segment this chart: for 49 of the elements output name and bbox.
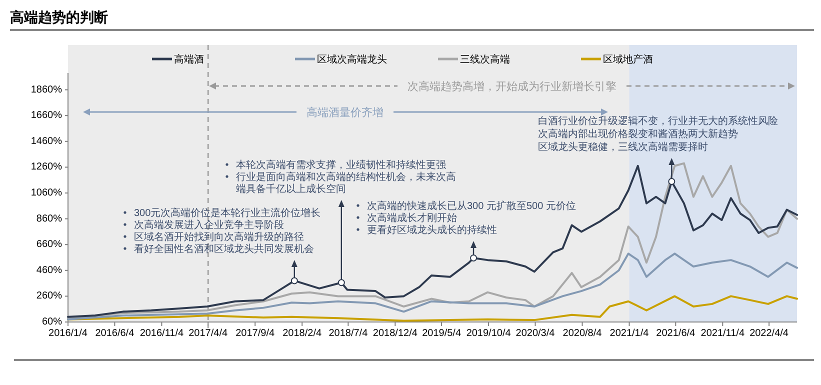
x-tick-label: 2020/8/4 bbox=[562, 328, 602, 339]
annotation: 300元次高端价位是本轮行业主流价位增长 bbox=[134, 207, 321, 219]
x-tick-label: 2017/9/4 bbox=[236, 328, 275, 339]
annotation: 次高端发展进入企业竞争主导阶段 bbox=[134, 219, 284, 231]
y-tick-label: 1860% bbox=[30, 84, 62, 96]
x-tick-label: 2016/6/4 bbox=[95, 328, 135, 339]
annotation: 白酒行业价位升级逻辑不变，行业并无大的系统性风险 bbox=[538, 115, 778, 127]
x-tick-label: 2019/5/4 bbox=[422, 328, 462, 339]
y-tick-label: 1460% bbox=[30, 136, 62, 147]
x-tick-label: 2021/11/4 bbox=[700, 328, 745, 339]
point bbox=[338, 279, 345, 286]
x-tick-label: 2016/1/4 bbox=[48, 328, 88, 339]
annotation: 行业是面向高端和次高端的结构性机会，未来次高端具备千亿以上成长空间 bbox=[236, 171, 456, 195]
x-tick-label: 2020/3/4 bbox=[516, 328, 556, 339]
legend-label: 区域地产酒 bbox=[603, 54, 653, 66]
legend-label: 高端酒 bbox=[174, 54, 204, 66]
x-tick-label: 2018/7/4 bbox=[328, 328, 368, 339]
legend-label: 三线次高端 bbox=[460, 54, 510, 66]
point bbox=[290, 277, 298, 284]
y-tick-label: 260% bbox=[36, 290, 62, 302]
annotation: 本轮次高端有需求支撑，业绩韧性和持续性更强 bbox=[236, 159, 446, 171]
point bbox=[668, 178, 676, 185]
x-tick-label: 2016/11/4 bbox=[140, 328, 184, 339]
legend-label: 区域次高端龙头 bbox=[317, 54, 387, 66]
chart-title: 高端趋势的判断 bbox=[10, 9, 108, 25]
annotation: 区域名酒开始找到向次高端升级的路径 bbox=[134, 231, 304, 243]
annotation: 次高端内部出现价格裂变和酱酒热两大新趋势 bbox=[538, 128, 738, 140]
x-tick-label: 2019/10/4 bbox=[466, 328, 512, 339]
annotation: 次高端成长才刚开始 bbox=[367, 212, 457, 224]
y-tick-label: 1060% bbox=[30, 187, 62, 198]
annotation: 看好全国性名酒和区域龙头共同发展机会 bbox=[134, 243, 314, 255]
y-tick-label: 60% bbox=[42, 316, 62, 328]
y-tick-label: 660% bbox=[36, 239, 62, 250]
x-tick-label: 2021/6/4 bbox=[656, 328, 696, 339]
x-tick-label: 2022/4/4 bbox=[750, 328, 789, 339]
x-tick-label: 2018/2/4 bbox=[282, 328, 322, 339]
y-tick-label: 460% bbox=[36, 264, 62, 276]
y-tick-label: 1660% bbox=[30, 110, 62, 122]
point bbox=[470, 254, 478, 262]
y-tick-label: 860% bbox=[36, 213, 62, 224]
annotation: 次高端趋势高增，开始成为行业新增长引擎 bbox=[408, 80, 616, 93]
annotation: 高端酒量价齐增 bbox=[306, 106, 384, 119]
annotation: 区域龙头更稳健，三线次高端需要择时 bbox=[538, 141, 708, 153]
y-tick-label: 1260% bbox=[30, 162, 62, 173]
annotation: 更看好区域龙头成长的持续性 bbox=[367, 224, 497, 236]
x-tick-label: 2017/4/4 bbox=[188, 328, 228, 339]
annotation: 次高端的快速成长已从300 元扩散至500 元价位 bbox=[367, 200, 576, 212]
x-tick-label: 2021/1/4 bbox=[610, 328, 650, 339]
x-tick-label: 2018/12/4 bbox=[372, 328, 418, 339]
